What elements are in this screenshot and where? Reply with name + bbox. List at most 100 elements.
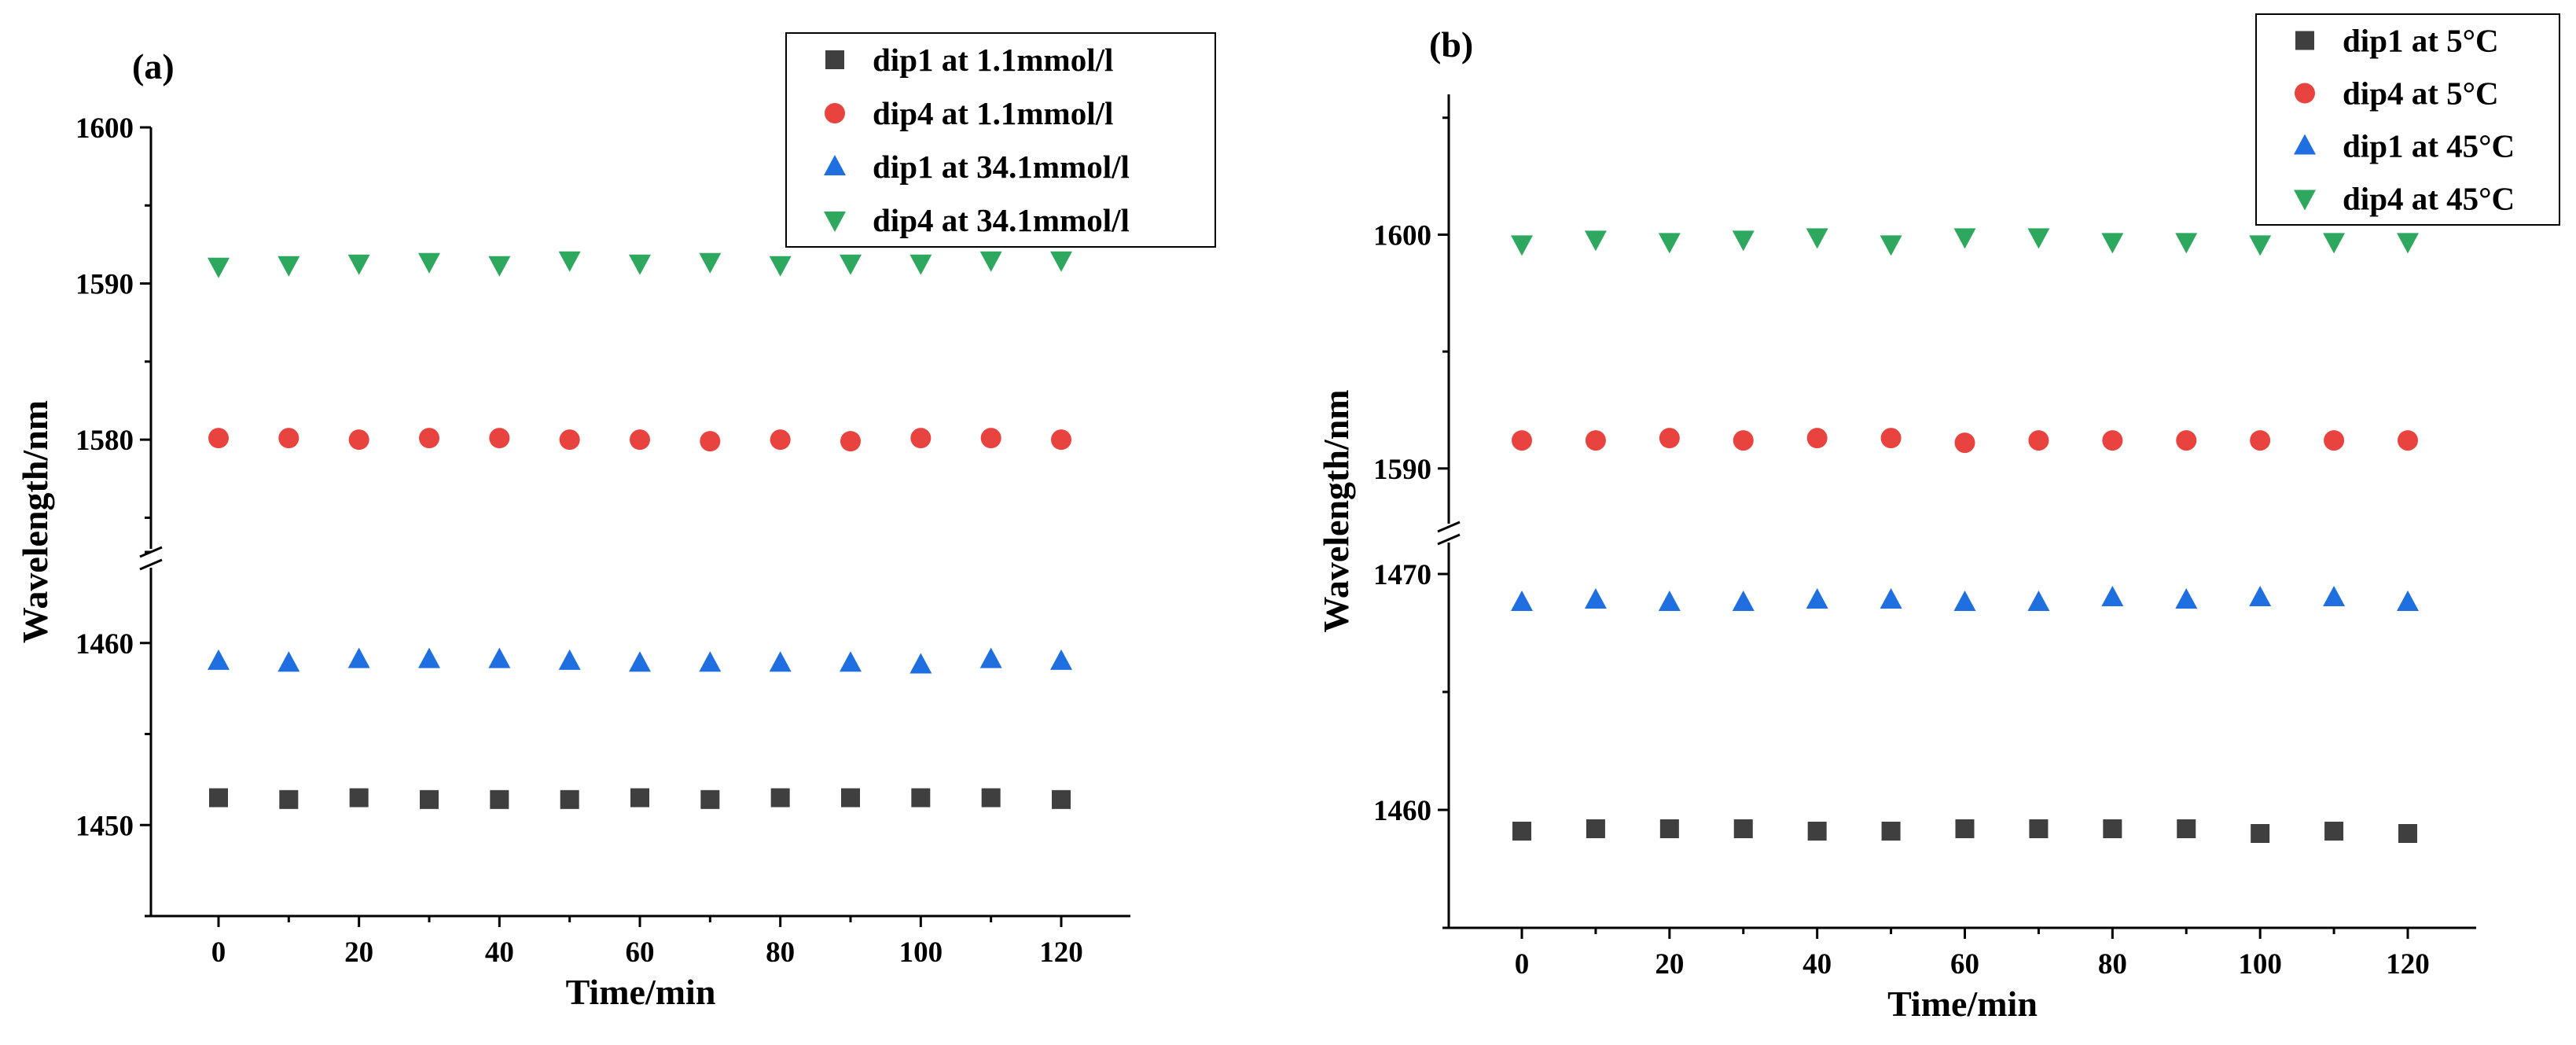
x-tick-label: 60 — [1950, 948, 1979, 981]
data-point — [1586, 819, 1605, 838]
data-point — [279, 789, 299, 809]
data-point — [629, 254, 651, 275]
data-point — [208, 649, 230, 670]
data-point — [277, 256, 300, 277]
data-point — [2101, 233, 2124, 254]
legend-label: dip4 at 34.1mmol/l — [873, 202, 1130, 238]
data-point — [840, 254, 862, 275]
data-point — [2249, 235, 2272, 256]
data-point — [420, 789, 439, 809]
data-point — [1954, 432, 1975, 454]
legend-marker — [2295, 31, 2314, 50]
x-tick-label: 60 — [626, 936, 655, 969]
x-tick-label: 80 — [2098, 948, 2127, 981]
data-point — [1733, 819, 1753, 838]
data-point — [489, 428, 510, 449]
data-point — [2251, 824, 2270, 843]
x-tick-label: 100 — [2238, 948, 2282, 981]
axis-break-mark — [1437, 521, 1461, 533]
x-tick-label: 80 — [766, 936, 795, 969]
data-point — [2027, 228, 2050, 249]
data-point — [2028, 430, 2049, 451]
data-point — [347, 647, 370, 668]
data-point — [979, 647, 1002, 668]
data-point — [347, 254, 370, 275]
data-point — [278, 428, 299, 449]
y-tick-label: 1470 — [1373, 559, 1431, 591]
data-point — [1050, 649, 1072, 670]
data-point — [348, 429, 369, 451]
series-circle — [1512, 428, 2418, 454]
legend-label: dip1 at 5°C — [2343, 23, 2499, 59]
data-point — [699, 651, 722, 672]
data-point — [1050, 251, 1072, 272]
data-point — [699, 252, 722, 274]
data-point — [1512, 430, 1532, 451]
data-point — [558, 649, 581, 670]
data-point — [1659, 819, 1679, 838]
y-tick-label: 1590 — [1373, 454, 1431, 486]
data-point — [349, 788, 369, 808]
data-point — [629, 651, 651, 672]
y-axis-title: Wavelength/nm — [1316, 389, 1356, 632]
data-point — [277, 651, 300, 672]
series-circle — [208, 428, 1071, 452]
data-point — [418, 647, 440, 668]
data-point — [2175, 588, 2198, 609]
x-tick-label: 120 — [2386, 948, 2430, 981]
data-point — [2398, 430, 2418, 451]
data-point — [700, 789, 720, 809]
data-point — [910, 653, 932, 674]
data-point — [630, 429, 650, 451]
data-point — [209, 788, 228, 808]
legend: dip1 at 5°C dip4 at 5°C dip1 at 45°C dip4 a… — [2255, 13, 2560, 226]
data-point — [1806, 228, 1828, 249]
data-point — [1585, 430, 1606, 451]
data-point — [2398, 824, 2417, 843]
data-point — [1732, 591, 1755, 611]
x-axis-title: Time/min — [566, 972, 716, 1012]
x-tick-label: 20 — [344, 936, 373, 969]
data-point — [2027, 591, 2050, 611]
data-point — [2324, 430, 2345, 451]
data-point — [558, 251, 581, 272]
data-point — [700, 431, 721, 452]
data-point — [2323, 233, 2346, 254]
data-point — [841, 788, 860, 808]
data-point — [840, 431, 861, 452]
data-point — [910, 254, 932, 275]
data-point — [630, 788, 649, 808]
data-point — [419, 428, 439, 449]
y-tick-label: 1600 — [1373, 219, 1431, 252]
x-tick-label: 40 — [485, 936, 514, 969]
data-point — [488, 647, 511, 668]
data-point — [1051, 429, 1071, 451]
data-point — [1584, 230, 1607, 252]
legend-marker — [2294, 189, 2316, 211]
data-point — [560, 789, 579, 809]
series-triangle-down — [208, 251, 1072, 278]
data-point — [769, 256, 792, 277]
y-tick-label: 1460 — [75, 628, 134, 660]
series-square — [1512, 819, 2417, 843]
data-point — [2029, 819, 2049, 838]
data-point — [1511, 591, 1533, 611]
legend-label: dip4 at 1.1mmol/l — [873, 95, 1113, 131]
legend-marker — [824, 155, 846, 175]
data-point — [418, 252, 440, 274]
data-point — [1659, 428, 1680, 449]
data-point — [1584, 588, 1607, 609]
data-point — [208, 428, 229, 449]
data-point — [559, 429, 580, 451]
data-point — [2397, 233, 2419, 254]
series-square — [209, 788, 1071, 809]
panel-label: (b) — [1429, 24, 1473, 64]
data-point — [2249, 586, 2272, 606]
data-point — [910, 428, 932, 449]
legend-marker — [2294, 134, 2316, 155]
data-point — [1052, 789, 1071, 809]
data-point — [1880, 235, 1902, 256]
axis-break-mark — [139, 558, 163, 571]
data-point — [1806, 588, 1828, 609]
data-point — [2250, 430, 2271, 451]
